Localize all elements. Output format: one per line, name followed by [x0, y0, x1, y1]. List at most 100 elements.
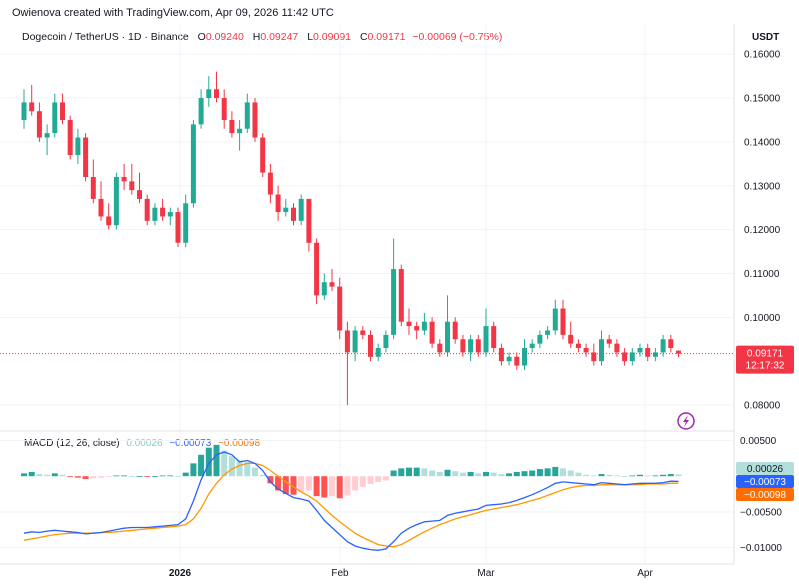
- macd-axis[interactable]: 0.00500 −0.00500 −0.01000: [740, 436, 782, 554]
- candle: [375, 343, 381, 362]
- candle: [637, 343, 643, 357]
- macd-hist-bar: [637, 474, 643, 477]
- price-axis[interactable]: 0.16000 0.15000 0.14000 0.13000 0.12000 0.110…: [744, 50, 781, 412]
- macd-hist-bar: [375, 476, 382, 482]
- macd-hist-bar: [121, 475, 128, 477]
- macd-hist-bar: [275, 476, 282, 491]
- price-axis-tick: 0.14000: [744, 137, 781, 148]
- candle: [468, 334, 474, 362]
- candle: [537, 330, 543, 349]
- macd-hist-bar: [190, 463, 197, 477]
- macd-hist-bar: [552, 466, 559, 477]
- candle: [36, 102, 42, 142]
- change-value: −0.00069 (−0.75%): [412, 31, 503, 43]
- macd-hist-bar: [498, 474, 505, 477]
- macd-hist-bar: [475, 473, 482, 477]
- macd-hist-bar: [406, 467, 412, 477]
- macd-hist-bar: [536, 469, 543, 477]
- candle: [167, 207, 173, 226]
- macd-hist-bar: [67, 476, 74, 477]
- candle: [106, 203, 112, 230]
- macd-hist-bar: [44, 474, 51, 477]
- macd-title[interactable]: MACD (12, 26, close): [24, 438, 120, 449]
- price-axis-tick: 0.13000: [744, 181, 781, 192]
- macd-legend[interactable]: MACD (12, 26, close) 0.00026 −0.00073 −0…: [24, 438, 260, 449]
- macd-hist-bar: [159, 475, 166, 477]
- bolt-icon[interactable]: [677, 412, 695, 430]
- macd-hist-bar: [51, 473, 58, 477]
- signal-line: [23, 462, 679, 548]
- candle: [152, 203, 158, 226]
- macd-hist-bar: [390, 470, 397, 477]
- candle: [645, 343, 651, 362]
- macd-hist-bar: [82, 476, 89, 480]
- macd-hist-bar: [290, 476, 297, 495]
- candle: [137, 172, 142, 204]
- symbol-title[interactable]: Dogecoin / TetherUS · 1D · Binance: [22, 31, 189, 43]
- candle: [160, 198, 166, 221]
- price-axis-tick: 0.11000: [744, 269, 780, 280]
- price-axis-tick: 0.16000: [744, 50, 781, 61]
- macd-hist-bar: [521, 471, 528, 477]
- candle: [491, 321, 497, 353]
- candle: [421, 312, 427, 335]
- macd-hist-bar: [90, 476, 97, 479]
- time-axis[interactable]: 2026 Feb Mar Apr: [169, 568, 654, 579]
- candle: [298, 194, 304, 226]
- macd-hist-bar: [590, 475, 597, 477]
- candle: [583, 343, 589, 357]
- time-axis-tick: Mar: [477, 568, 495, 579]
- macd-hist-bar: [544, 468, 551, 477]
- macd-hist-bar: [483, 471, 489, 477]
- time-axis-tick: Apr: [637, 568, 653, 579]
- last-price-tag: 0.09171 12:17:32: [736, 345, 794, 374]
- price-axis-tick: 0.15000: [744, 94, 781, 105]
- candle: [360, 326, 366, 340]
- low-value: 0.09091: [313, 31, 352, 43]
- currency-label[interactable]: USDT: [752, 32, 780, 43]
- macd-hist-bar: [198, 454, 205, 477]
- macd-hist-tag: 0.00026: [747, 464, 784, 475]
- candle: [275, 185, 281, 221]
- macd-hist-bar: [567, 470, 574, 477]
- close-label: C: [359, 31, 368, 43]
- macd-line-tag-bg: [736, 475, 794, 488]
- price-tag-countdown: 12:17:32: [746, 361, 785, 372]
- close-value: 0.09171: [367, 31, 406, 43]
- candle: [352, 326, 358, 362]
- macd-hist-bar: [228, 456, 235, 477]
- macd-hist-bar: [352, 476, 359, 491]
- candle: [337, 277, 343, 340]
- candle: [198, 89, 204, 129]
- macd-hist-bar: [575, 472, 582, 477]
- low-label: L: [307, 31, 314, 43]
- candle: [560, 299, 566, 340]
- candle: [260, 133, 266, 177]
- macd-hist-bar: [629, 475, 636, 477]
- macd-hist-bar: [21, 473, 27, 477]
- macd-hist-bar: [151, 476, 158, 477]
- macd-hist-bar: [175, 476, 181, 477]
- macd-hist-bar: [598, 474, 605, 477]
- candle: [668, 334, 674, 353]
- candle: [291, 203, 296, 226]
- candle: [175, 207, 181, 248]
- candle: [522, 339, 527, 370]
- macd-hist-bar: [421, 468, 428, 477]
- macd-hist-value: 0.00026: [126, 438, 163, 449]
- candle: [206, 76, 212, 107]
- chart-credit: Owienova created with TradingView.com, A…: [12, 7, 334, 19]
- macd-hist-bar: [221, 450, 228, 477]
- symbol-legend[interactable]: Dogecoin / TetherUS · 1D · Binance O0.09…: [22, 31, 502, 43]
- macd-axis-tags: 0.00026 −0.00073 −0.00098: [736, 462, 794, 501]
- grid: [0, 24, 734, 564]
- high-value: 0.09247: [260, 31, 299, 43]
- candle: [514, 352, 520, 370]
- macd-axis-tick: 0.00500: [740, 436, 777, 447]
- candle: [529, 339, 535, 353]
- macd-hist-bar: [236, 460, 243, 477]
- price-axis-tick: 0.08000: [744, 401, 781, 412]
- candle: [483, 308, 489, 357]
- macd-hist-bar: [282, 476, 289, 495]
